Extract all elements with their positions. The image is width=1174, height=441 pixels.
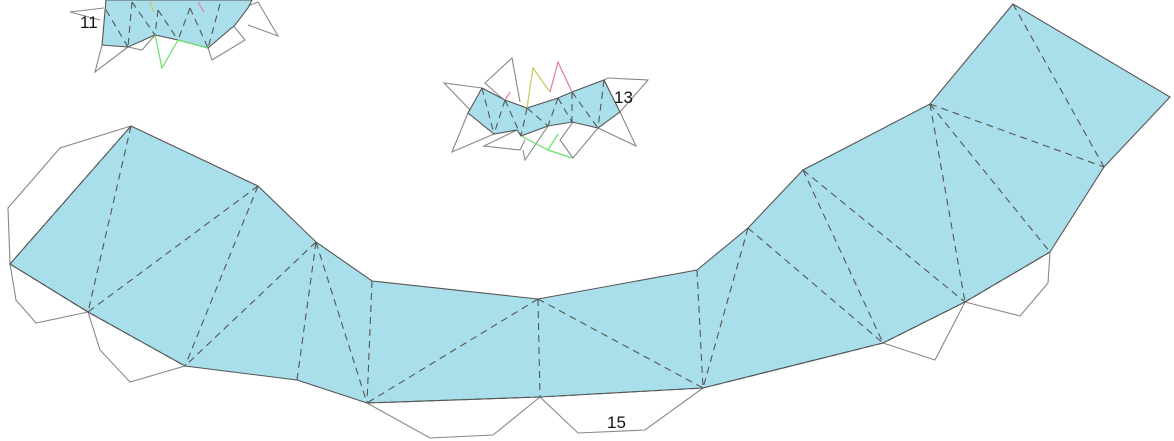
piece-13: 13 bbox=[442, 56, 650, 162]
piece-15-label: 15 bbox=[607, 413, 626, 432]
piece-13-glue-tabs bbox=[442, 56, 650, 162]
piece-15-fold-lines bbox=[9, 3, 1105, 404]
piece-13-fold-lines bbox=[481, 79, 605, 137]
piece-11-fold-lines bbox=[105, 1, 221, 49]
piece-13-label: 13 bbox=[614, 88, 633, 107]
piece-11-glue-tabs bbox=[69, 1, 280, 74]
piece-11-label: 11 bbox=[80, 13, 98, 32]
piece-15: 15 bbox=[7, 3, 1171, 439]
piece-15-glue-tabs bbox=[7, 125, 1051, 439]
piece-13-accent-lines bbox=[504, 60, 573, 159]
piece-11: 11 bbox=[69, 0, 280, 74]
piece-11-accent-lines bbox=[149, 1, 209, 70]
piece-15-faces bbox=[9, 3, 1171, 404]
